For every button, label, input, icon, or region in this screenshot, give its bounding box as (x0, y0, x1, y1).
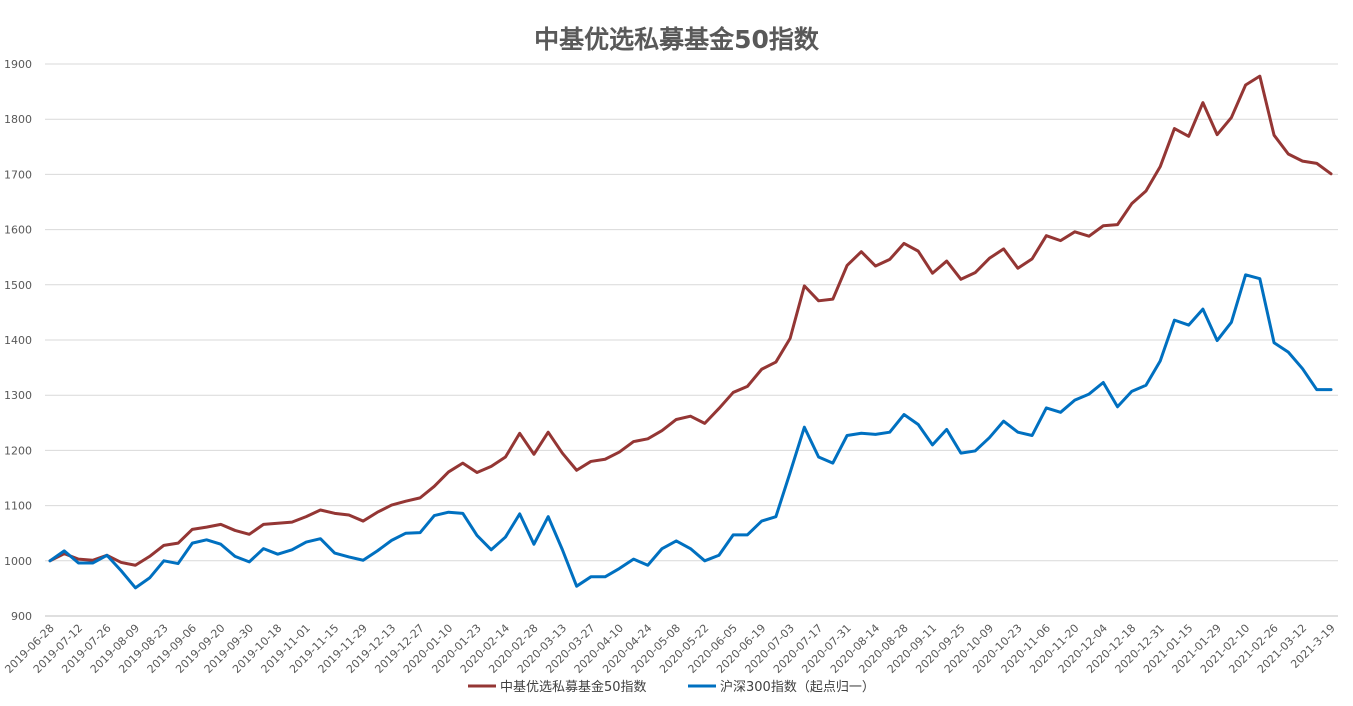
y-tick-label: 1600 (4, 224, 32, 237)
y-tick-label: 900 (11, 610, 32, 623)
legend-label-2: 沪深300指数（起点归一） (720, 679, 875, 695)
chart-title: 中基优选私募基金50指数 (534, 25, 819, 54)
series-line-1 (48, 74, 1333, 567)
legend-label-1: 中基优选私募基金50指数 (500, 679, 647, 695)
y-tick-label: 1800 (4, 113, 32, 126)
y-tick-label: 1000 (4, 555, 32, 568)
y-tick-label: 1300 (4, 389, 32, 402)
y-tick-label: 1400 (4, 334, 32, 347)
y-tick-label: 1700 (4, 168, 32, 181)
y-tick-label: 1200 (4, 444, 32, 457)
y-tick-label: 1900 (4, 58, 32, 71)
y-tick-label: 1500 (4, 279, 32, 292)
series-line-2 (48, 273, 1333, 590)
y-tick-label: 1100 (4, 500, 32, 513)
